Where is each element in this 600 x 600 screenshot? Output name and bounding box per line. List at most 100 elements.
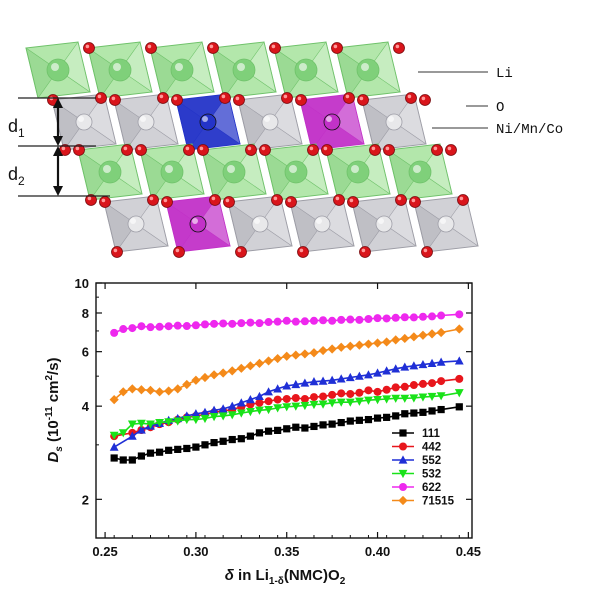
data-point [282, 316, 291, 325]
data-point [418, 312, 427, 321]
y-axis-title-sub: s [54, 446, 65, 452]
data-point [246, 318, 255, 327]
label-o: O [496, 100, 504, 116]
data-point [173, 384, 183, 394]
data-point [454, 324, 464, 334]
data-point [291, 379, 301, 389]
data-point [291, 394, 300, 403]
data-point [245, 361, 255, 371]
data-point [291, 350, 301, 360]
y-axis-title-exp: -11 [44, 406, 55, 420]
tm-atom [137, 113, 155, 131]
data-point [200, 414, 210, 424]
o-atom [281, 92, 293, 104]
data-point [300, 317, 309, 326]
data-point [154, 387, 165, 397]
data-point [409, 381, 418, 390]
o-atom [157, 92, 169, 104]
data-point [255, 406, 264, 415]
o-atom [271, 194, 283, 206]
o-atom [421, 246, 433, 258]
d2-subscript: 2 [18, 174, 25, 188]
data-point [182, 379, 192, 390]
x-tick-label: 0.35 [274, 544, 299, 559]
data-point [373, 314, 382, 323]
o-atom [295, 94, 307, 106]
data-point [119, 325, 128, 334]
data-point [291, 317, 300, 326]
data-point [400, 333, 410, 344]
o-atom [173, 246, 185, 258]
data-point [399, 483, 407, 491]
data-point [164, 322, 173, 331]
legend-label: 111 [422, 428, 441, 440]
data-point [110, 454, 118, 462]
data-point [192, 443, 200, 451]
data-point [236, 398, 246, 407]
legend-item: 442 [392, 442, 441, 454]
data-point [336, 374, 346, 383]
data-point [246, 432, 254, 440]
data-point [309, 393, 318, 402]
o-atom [259, 144, 271, 156]
legend-item: 71515 [392, 496, 455, 508]
o-atom [171, 94, 183, 106]
o-atom [245, 144, 257, 156]
legend-label: 552 [422, 455, 441, 467]
data-point [173, 413, 183, 423]
data-point [300, 349, 310, 359]
data-point [391, 364, 401, 373]
label-ni-mn-co: Ni/Mn/Co [496, 122, 563, 138]
plot-frame [95, 282, 473, 539]
data-point [182, 413, 191, 422]
data-point [109, 395, 119, 405]
data-point [209, 413, 219, 422]
x-tick-label: 0.40 [365, 544, 390, 559]
o-atom [83, 42, 95, 54]
data-point [165, 446, 173, 454]
data-point [273, 404, 283, 413]
data-point [219, 319, 228, 328]
x-axis-title-delta: δ [225, 567, 235, 584]
o-atom [285, 196, 297, 208]
y-axis-title-d: D [45, 452, 62, 463]
tm-atom [251, 215, 269, 233]
data-point [282, 381, 292, 390]
data-point [318, 345, 328, 356]
data-point [345, 398, 355, 407]
data-point [228, 319, 237, 328]
data-point [337, 418, 345, 427]
legend-item: 622 [392, 482, 441, 494]
li-atom [356, 58, 380, 82]
data-point [118, 429, 128, 438]
x-axis-title-sub: 1-δ [269, 576, 284, 587]
data-point [245, 408, 255, 417]
li-atom [170, 58, 194, 82]
y-axis-title-units: (10 [45, 420, 62, 446]
data-point [363, 339, 374, 349]
legend-label: 71515 [422, 496, 455, 508]
series-552 [109, 356, 464, 451]
data-point [282, 351, 292, 361]
x-tick-label: 0.30 [183, 544, 208, 559]
data-point [283, 425, 291, 433]
o-atom [109, 94, 121, 106]
o-atom [343, 92, 355, 104]
data-point [145, 385, 156, 395]
data-point [264, 318, 273, 327]
legend-label: 532 [422, 469, 441, 481]
o-atom [393, 42, 405, 54]
data-point [419, 408, 427, 416]
data-point [427, 392, 437, 402]
data-point [264, 427, 273, 435]
o-atom [331, 42, 343, 54]
tm-octahedron [289, 195, 355, 253]
data-point [127, 431, 137, 440]
series-line [113, 360, 460, 448]
series-line [114, 406, 460, 461]
tm-atom [199, 113, 217, 131]
tm-atom [261, 113, 279, 131]
data-point [109, 431, 119, 440]
data-point [227, 401, 237, 410]
data-point [200, 372, 210, 383]
